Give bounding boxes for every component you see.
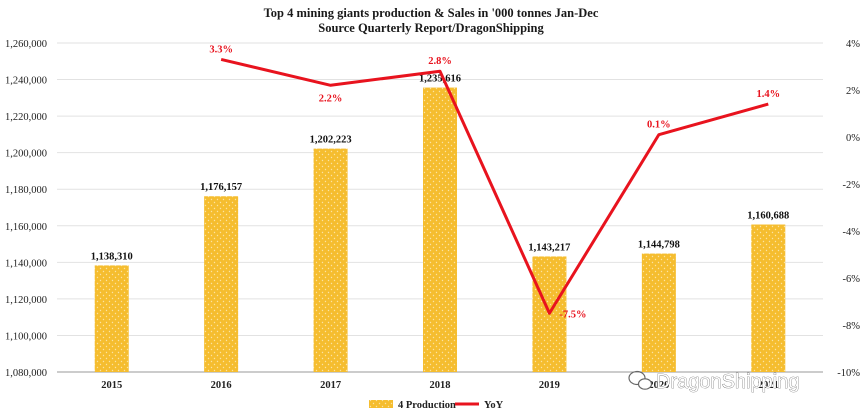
yoy-line bbox=[220, 57, 769, 315]
yoy-value-label: 3.3% bbox=[209, 44, 233, 55]
bar-value-label: 1,144,798 bbox=[638, 240, 680, 251]
legend-label-production: 4 Production bbox=[398, 400, 456, 411]
left-axis-ticks: 1,080,000 1,100,000 1,120,000 1,140,000 1,16… bbox=[5, 39, 47, 379]
y-left-tick: 1,080,000 bbox=[5, 368, 47, 379]
legend-swatch-production bbox=[369, 400, 393, 408]
bar bbox=[313, 148, 348, 372]
chart-subtitle: Source Quarterly Report/DragonShipping bbox=[318, 21, 544, 35]
production-bar-labels: 1,138,310 1,176,157 1,202,223 1,235,616 1,14… bbox=[91, 74, 790, 263]
y-left-tick: 1,220,000 bbox=[5, 112, 47, 123]
y-right-tick: 2% bbox=[846, 86, 860, 97]
bar-value-label: 1,176,157 bbox=[200, 182, 242, 193]
yoy-labels: 3.3% 2.2% 2.8% -7.5% 0.1% 1.4% bbox=[209, 44, 780, 320]
yoy-value-label: 2.8% bbox=[428, 56, 452, 67]
bar-value-label: 1,138,310 bbox=[91, 251, 133, 262]
y-left-tick: 1,180,000 bbox=[5, 185, 47, 196]
x-axis-ticks: 2015 2016 2017 2018 2019 2020 2021 bbox=[101, 380, 779, 391]
bar bbox=[641, 253, 676, 372]
x-tick-label: 2017 bbox=[320, 380, 341, 391]
y-right-tick: -4% bbox=[843, 227, 861, 238]
y-left-tick: 1,140,000 bbox=[5, 258, 47, 269]
bar-value-label: 1,160,688 bbox=[747, 211, 789, 222]
y-right-tick: -8% bbox=[843, 321, 861, 332]
y-left-tick: 1,260,000 bbox=[5, 39, 47, 50]
yoy-value-label: -7.5% bbox=[559, 309, 586, 320]
bar-value-label: 1,235,616 bbox=[419, 74, 461, 85]
y-right-tick: -2% bbox=[843, 180, 861, 191]
legend: 4 Production YoY bbox=[369, 400, 504, 411]
watermark-text: DragonShipping bbox=[656, 371, 799, 393]
wechat-icon bbox=[628, 370, 653, 390]
bar bbox=[423, 87, 457, 372]
x-tick-label: 2019 bbox=[539, 380, 560, 391]
legend-label-yoy: YoY bbox=[484, 400, 504, 411]
y-left-tick: 1,100,000 bbox=[5, 331, 47, 342]
yoy-series-line bbox=[220, 57, 769, 315]
x-tick-label: 2020 bbox=[648, 380, 669, 391]
y-left-tick: 1,160,000 bbox=[5, 222, 47, 233]
yoy-value-label: 1.4% bbox=[756, 89, 780, 100]
y-left-tick: 1,200,000 bbox=[5, 149, 47, 160]
bar-value-label: 1,143,217 bbox=[528, 242, 570, 253]
y-left-tick: 1,240,000 bbox=[5, 76, 47, 87]
y-right-tick: -6% bbox=[843, 274, 861, 285]
x-tick-label: 2016 bbox=[211, 380, 232, 391]
yoy-value-label: 0.1% bbox=[647, 120, 671, 131]
y-right-tick: -10% bbox=[837, 368, 860, 379]
y-right-tick: 0% bbox=[846, 133, 860, 144]
chart-title: Top 4 mining giants production & Sales i… bbox=[264, 6, 599, 20]
bar bbox=[751, 224, 786, 372]
bar-value-label: 1,202,223 bbox=[310, 135, 352, 146]
x-tick-label: 2015 bbox=[101, 380, 122, 391]
watermark: DragonShipping bbox=[628, 370, 800, 393]
yoy-value-label: 2.2% bbox=[319, 93, 343, 104]
bar bbox=[204, 196, 239, 372]
y-right-tick: 4% bbox=[846, 39, 860, 50]
x-tick-label: 2021 bbox=[758, 380, 779, 391]
right-axis-ticks: -10% -8% -6% -4% -2% 0% 2% 4% bbox=[837, 39, 860, 379]
y-left-tick: 1,120,000 bbox=[5, 295, 47, 306]
x-tick-label: 2018 bbox=[430, 380, 451, 391]
production-bars bbox=[94, 87, 786, 372]
bar bbox=[94, 265, 129, 372]
